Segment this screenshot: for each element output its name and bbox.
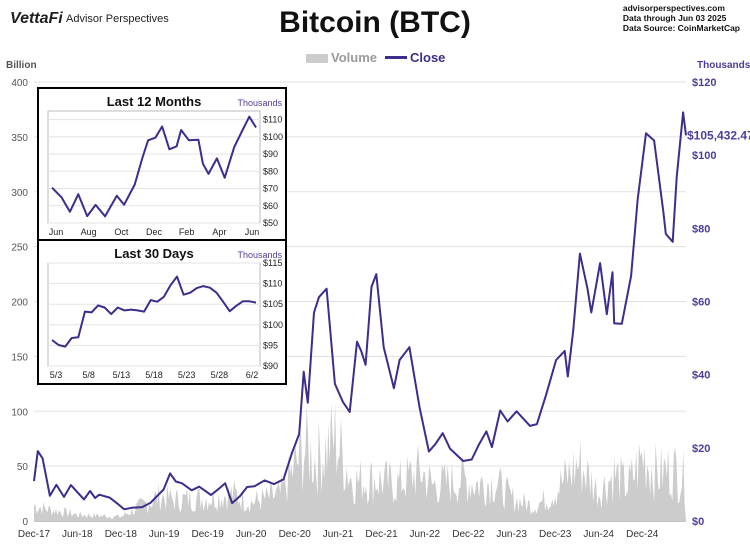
x-tick-label: Jun-23 [496,529,527,540]
inset-x-tick-label: 5/23 [178,370,196,380]
inset-y-tick-label: $90 [263,149,278,159]
meta-line: Data Source: CoinMarketCap [622,23,740,33]
last-price-label: $105,432.47 [687,128,750,142]
left-tick-label: 350 [11,133,28,144]
inset-plot-area [47,262,261,367]
legend: Volume Close [306,50,445,65]
inset-y-tick-label: $115 [263,258,282,268]
x-tick-label: Dec-18 [105,529,138,540]
inset-x-tick-label: Oct [114,227,129,237]
inset-x-tick-label: 6/2 [246,370,259,380]
right-tick-label: $100 [692,150,716,162]
x-tick-label: Dec-23 [539,529,572,540]
inset-x-tick-label: Dec [146,227,163,237]
legend-close-label: Close [410,50,446,65]
inset-y-tick-label: $70 [263,184,278,194]
close-line [33,111,687,511]
right-tick-label: $120 [692,77,716,89]
meta-line: advisorperspectives.com [622,3,725,13]
inset-y-tick-label: $95 [263,340,278,350]
left-tick-label: 150 [11,352,28,363]
left-tick-label: 0 [22,517,28,528]
inset-y-tick-label: $60 [263,201,278,211]
right-tick-label: $60 [692,297,710,309]
x-tick-label: Jun-20 [236,529,267,540]
source-meta: advisorperspectives.com Data through Jun… [623,3,740,33]
left-axis-unit: Billion [6,60,37,71]
inset-close-line [51,275,257,348]
meta-line: Data through Jun 03 2025 [622,13,727,23]
x-tick-label: Dec-22 [452,529,485,540]
right-axis-unit: Thousands [697,60,750,71]
brand-logo: VettaFi [10,10,63,27]
x-tick-label: Jun-21 [323,529,354,540]
x-tick-label: Jun-19 [149,529,180,540]
inset-title: Last 12 Months [107,94,202,109]
x-tick-label: Dec-21 [365,529,398,540]
inset-x-tick-label: 5/18 [145,370,163,380]
inset-title: Last 30 Days [114,246,194,261]
inset-y-tick-label: $105 [263,299,283,309]
x-tick-label: Jun-22 [410,529,441,540]
left-tick-label: 100 [11,407,28,418]
x-tick-label: Dec-17 [18,529,51,540]
x-tick-label: Dec-19 [192,529,225,540]
inset-y-tick-label: $80 [263,166,278,176]
left-tick-label: 400 [11,78,28,89]
inset-x-tick-label: Feb [179,227,195,237]
right-tick-label: $80 [692,223,710,235]
x-tick-label: Dec-20 [279,529,312,540]
brand-subtitle: Advisor Perspectives [66,13,169,25]
inset-y-tick-label: $100 [263,132,283,142]
inset-x-tick-label: Apr [212,227,226,237]
inset-y-tick-label: $100 [263,320,283,330]
left-tick-label: 250 [11,243,28,254]
x-tick-label: Jun-24 [583,529,614,540]
inset-y-tick-label: $50 [263,218,278,228]
inset-unit: Thousands [237,98,282,108]
inset-x-tick-label: Jun [49,227,64,237]
left-tick-label: 50 [17,462,29,473]
right-tick-label: $20 [692,443,710,455]
left-tick-label: 200 [11,298,28,309]
right-tick-label: $40 [692,370,710,382]
inset-x-tick-label: 5/3 [50,370,63,380]
left-tick-label: 300 [11,188,28,199]
x-tick-label: Dec-24 [626,529,659,540]
legend-volume: Volume [306,50,377,65]
inset-close-line [51,115,257,218]
inset-x-tick-label: 5/28 [211,370,229,380]
chart-title: Bitcoin (BTC) [279,6,471,39]
inset-y-tick-label: $110 [263,279,282,289]
inset-x-tick-label: 5/8 [82,370,95,380]
inset-y-tick-label: $90 [263,361,278,371]
inset-unit: Thousands [237,250,282,260]
inset-y-tick-label: $110 [263,115,282,125]
inset-x-tick-label: Aug [81,227,97,237]
legend-volume-label: Volume [331,50,377,65]
x-tick-label: Jun-18 [62,529,93,540]
right-tick-label: $0 [692,516,704,528]
legend-close: Close [385,50,445,65]
volume-area [34,402,686,521]
inset-x-tick-label: Jun [245,227,260,237]
inset-x-tick-label: 5/13 [113,370,131,380]
